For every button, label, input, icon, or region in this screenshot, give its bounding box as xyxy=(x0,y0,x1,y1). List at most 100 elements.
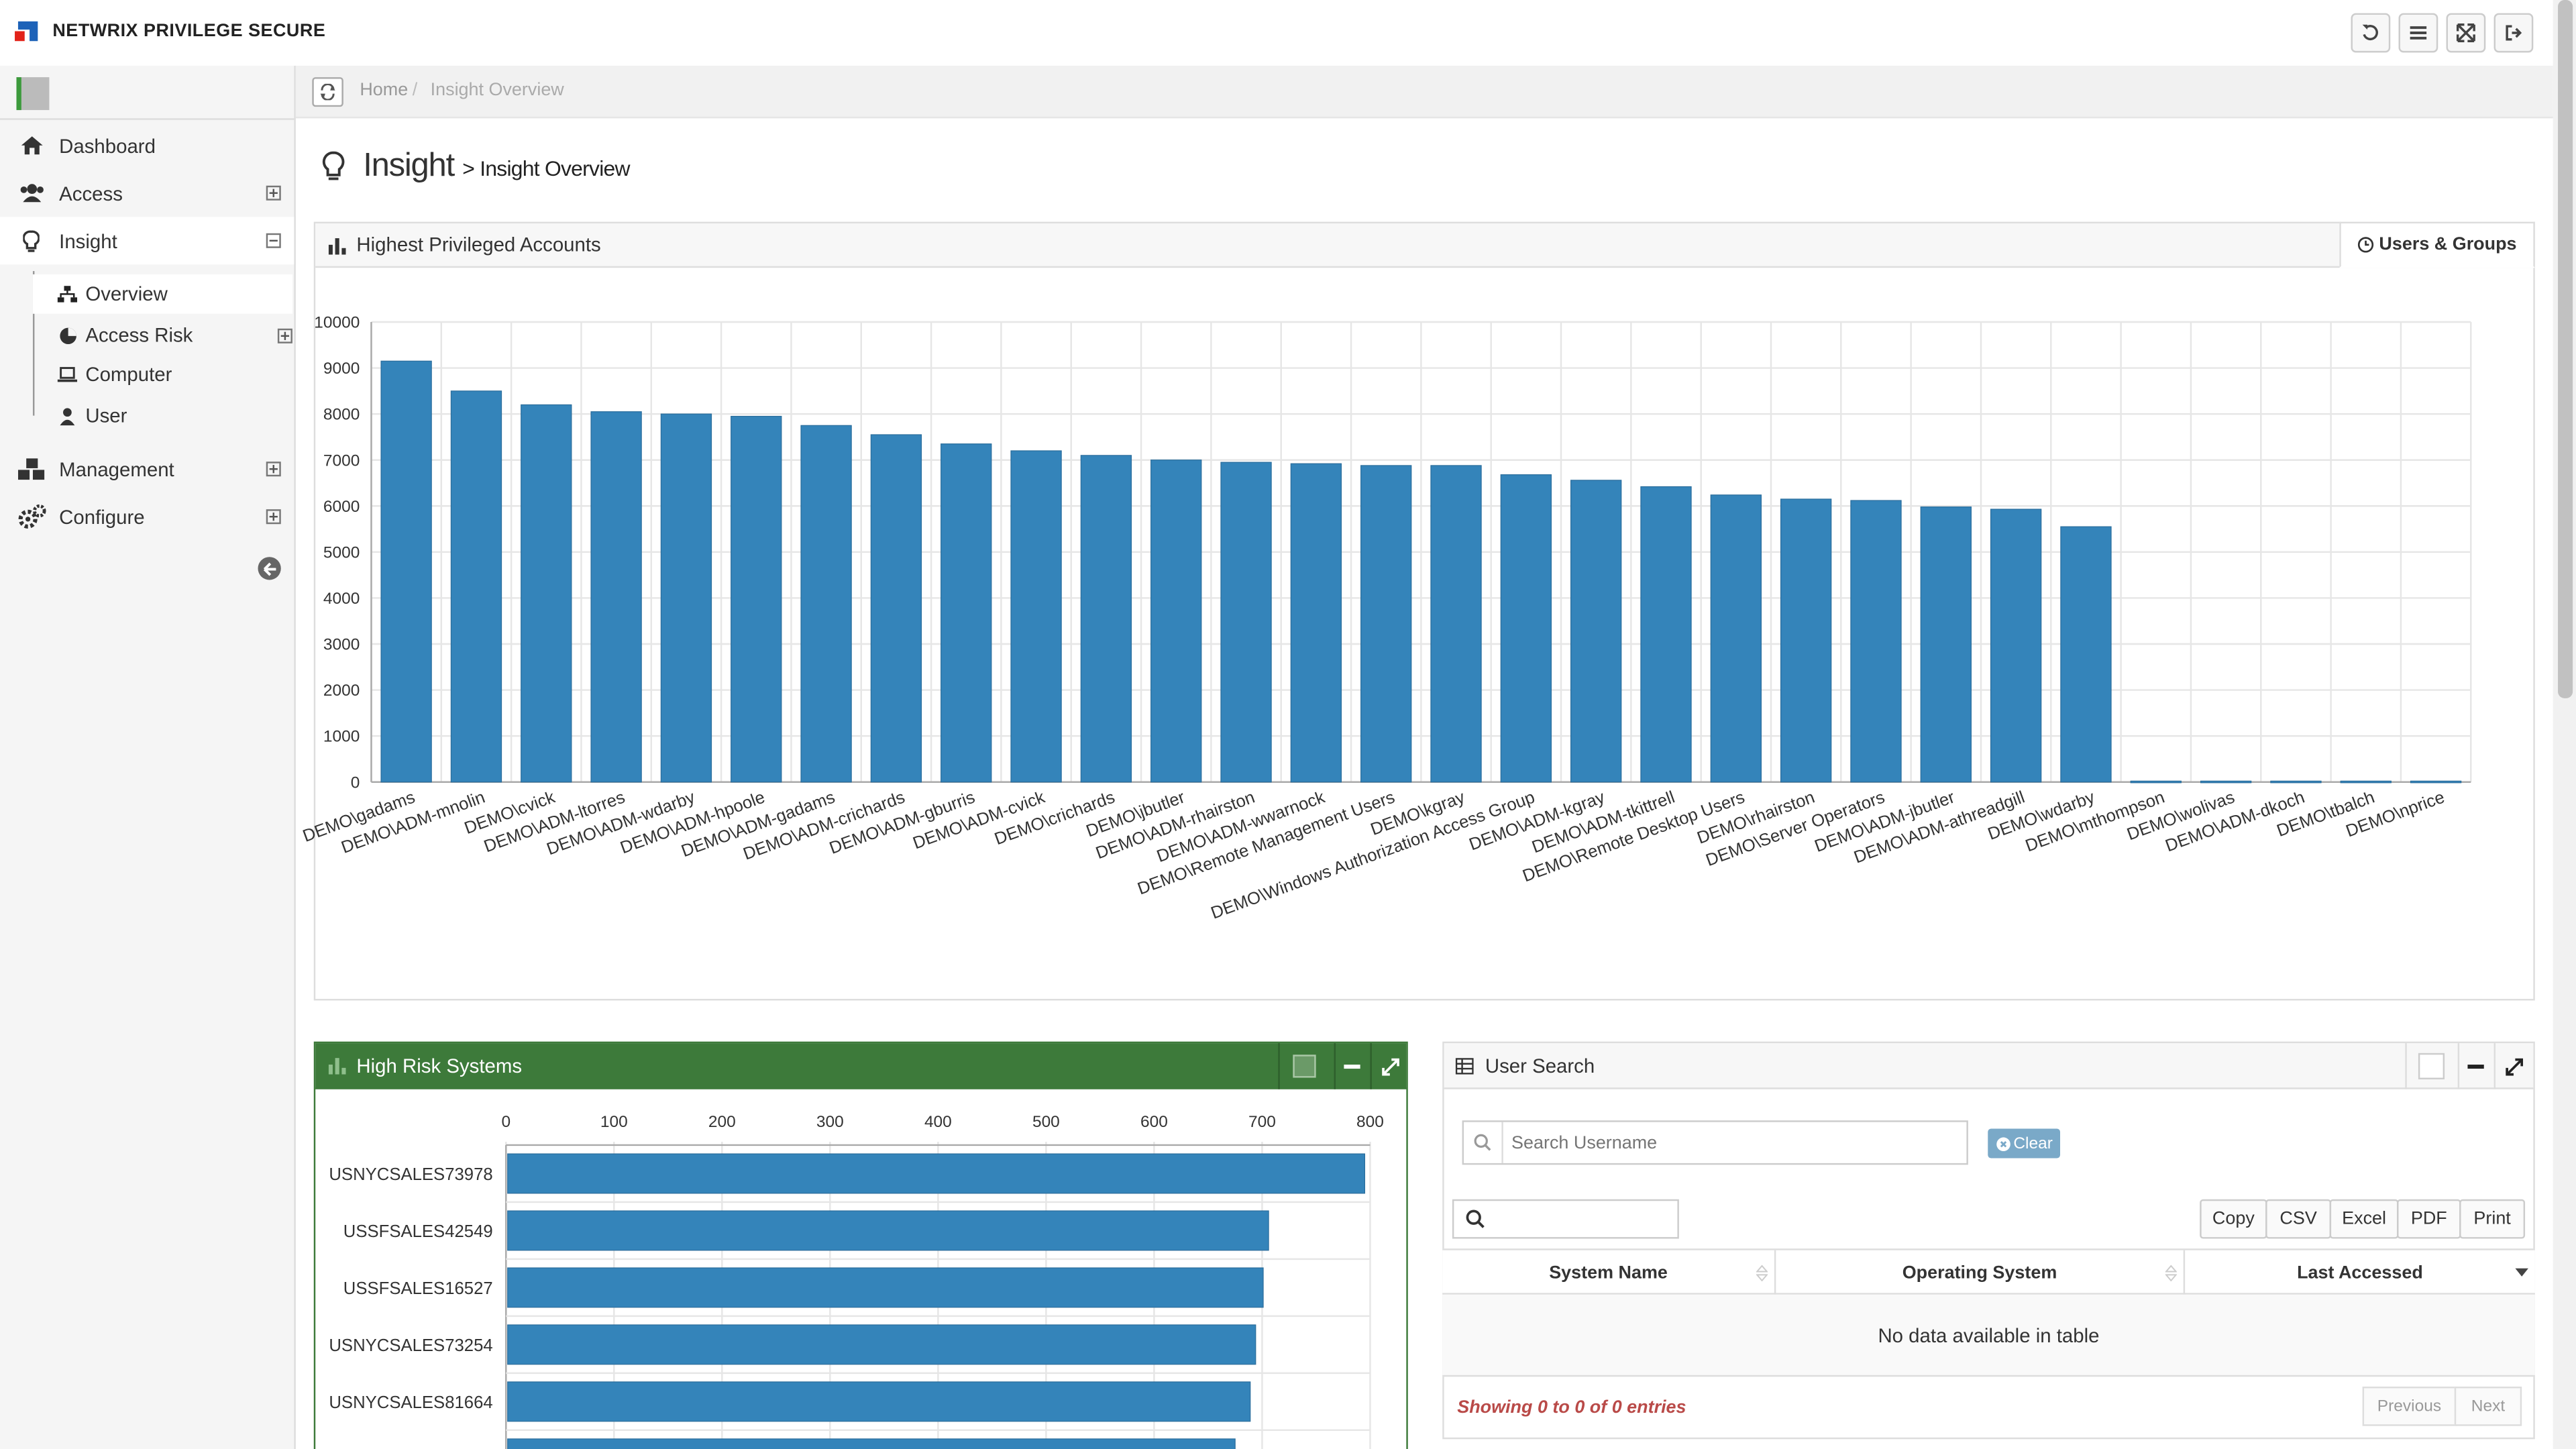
expand-icon[interactable] xyxy=(277,327,292,343)
page-title: Insight > Insight Overview xyxy=(363,148,630,185)
minimize-button[interactable] xyxy=(1337,1053,1366,1079)
sidebar-subitem-computer[interactable]: Computer xyxy=(33,355,172,394)
bar xyxy=(1150,460,1202,783)
divider xyxy=(2493,1043,2496,1089)
scrollbar-thumb[interactable] xyxy=(2558,0,2573,698)
bar xyxy=(507,1153,1366,1194)
bar xyxy=(1990,508,2042,783)
divider xyxy=(2457,1043,2460,1089)
reload-page-button[interactable] xyxy=(312,77,343,107)
collapse-sidebar-button[interactable] xyxy=(258,557,281,580)
x-tick-label: 700 xyxy=(1248,1113,1276,1131)
expand-icon xyxy=(1381,1057,1399,1075)
bar xyxy=(870,434,922,783)
x-tick-label: 300 xyxy=(816,1113,844,1131)
user-profile[interactable] xyxy=(0,66,294,120)
bar xyxy=(1430,465,1482,783)
csv-button[interactable]: CSV xyxy=(2265,1199,2332,1239)
top-bar: NETWRIX PRIVILEGE SECURE xyxy=(0,0,2553,66)
y-tick-label: 4000 xyxy=(323,590,360,608)
user-icon xyxy=(56,407,78,425)
bar xyxy=(507,1267,1264,1308)
collapse-icon[interactable] xyxy=(266,233,281,248)
bar xyxy=(1780,498,1832,783)
sidebar-item-label: Dashboard xyxy=(59,133,156,157)
next-page-button[interactable]: Next xyxy=(2454,1386,2522,1426)
home-icon xyxy=(16,132,46,158)
minimize-button[interactable] xyxy=(2461,1053,2491,1079)
bar xyxy=(521,404,572,783)
sidebar-item-label: Configure xyxy=(59,505,145,529)
tab-users-groups[interactable]: Users & Groups xyxy=(2339,221,2535,268)
divider xyxy=(1334,1043,1336,1089)
breadcrumb-home-link[interactable]: Home xyxy=(360,80,409,101)
sidebar-subitem-user[interactable]: User xyxy=(33,396,127,435)
pdf-button[interactable]: PDF xyxy=(2397,1199,2461,1239)
sidebar-subitem-access-risk[interactable]: Access Risk xyxy=(33,315,292,355)
table-empty-row: No data available in table xyxy=(1442,1294,2535,1377)
column-last-accessed[interactable]: Last Accessed xyxy=(2185,1250,2535,1295)
copy-button[interactable]: Copy xyxy=(2200,1199,2267,1239)
brand: NETWRIX PRIVILEGE SECURE xyxy=(13,19,326,42)
x-tick-label: 0 xyxy=(501,1113,511,1131)
table-filter-field[interactable] xyxy=(1452,1199,1679,1239)
sidebar-item-insight[interactable]: Insight xyxy=(0,217,294,265)
panel-header: High Risk Systems xyxy=(315,1043,1407,1089)
y-tick-label: 5000 xyxy=(323,543,360,561)
previous-page-button[interactable]: Previous xyxy=(2362,1386,2457,1426)
bar xyxy=(731,415,782,783)
y-tick-label: USSFSALES42549 xyxy=(343,1222,493,1241)
avatar xyxy=(16,77,50,111)
column-label: System Name xyxy=(1549,1263,1668,1283)
search-username-input[interactable] xyxy=(1511,1132,1955,1152)
excel-button[interactable]: Excel xyxy=(2329,1199,2399,1239)
sidebar-subitem-label: User xyxy=(85,404,127,427)
expand-button[interactable] xyxy=(1375,1053,1405,1079)
bar xyxy=(507,1381,1251,1422)
sidebar-item-access[interactable]: Access xyxy=(0,169,294,217)
expand-icon[interactable] xyxy=(266,462,281,477)
column-operating-system[interactable]: Operating System xyxy=(1776,1250,2186,1295)
cogs-icon xyxy=(16,504,46,530)
clear-label: Clear xyxy=(2013,1134,2053,1152)
x-tick-label: 600 xyxy=(1140,1113,1168,1131)
search-username-field[interactable] xyxy=(1462,1120,1968,1165)
bar xyxy=(2060,526,2112,783)
logout-button[interactable] xyxy=(2493,13,2534,53)
y-tick-label: 9000 xyxy=(323,360,360,378)
sidebar-subitem-overview[interactable]: Overview xyxy=(32,274,292,314)
expand-button[interactable] xyxy=(2499,1053,2528,1079)
app-title: NETWRIX PRIVILEGE SECURE xyxy=(52,21,326,42)
print-button[interactable]: Print xyxy=(2459,1199,2526,1239)
expand-icon xyxy=(2456,23,2475,42)
y-tick-label: 6000 xyxy=(323,498,360,516)
bar xyxy=(507,1210,1269,1251)
search-icon xyxy=(1454,1209,1497,1228)
x-tick-label: 100 xyxy=(600,1113,628,1131)
page-title-main: Insight xyxy=(363,148,455,184)
sort-icon xyxy=(1756,1265,1768,1282)
sidebar-item-dashboard[interactable]: Dashboard xyxy=(0,121,294,169)
expand-icon[interactable] xyxy=(266,509,281,525)
sidebar-item-configure[interactable]: Configure xyxy=(0,493,294,541)
bar xyxy=(2340,780,2392,784)
undo-icon xyxy=(2362,24,2378,41)
sort-desc-icon xyxy=(2515,1268,2528,1277)
sidebar-subitem-label: Computer xyxy=(85,363,172,386)
color-toggle-button[interactable] xyxy=(2418,1053,2445,1079)
fullscreen-button[interactable] xyxy=(2446,13,2486,53)
bar xyxy=(2200,780,2252,784)
cubes-icon xyxy=(16,456,46,482)
column-system-name[interactable]: System Name xyxy=(1442,1250,1776,1295)
search-icon xyxy=(1464,1122,1503,1163)
divider xyxy=(1370,1043,1372,1089)
pie-chart-icon xyxy=(56,326,78,344)
clear-button[interactable]: Clear xyxy=(1988,1128,2061,1159)
refresh-button[interactable] xyxy=(2351,13,2391,53)
expand-icon[interactable] xyxy=(266,185,281,201)
color-toggle-button[interactable] xyxy=(1293,1055,1316,1078)
bar xyxy=(2410,780,2462,784)
sidebar-item-management[interactable]: Management xyxy=(0,445,294,493)
menu-button[interactable] xyxy=(2398,13,2438,53)
